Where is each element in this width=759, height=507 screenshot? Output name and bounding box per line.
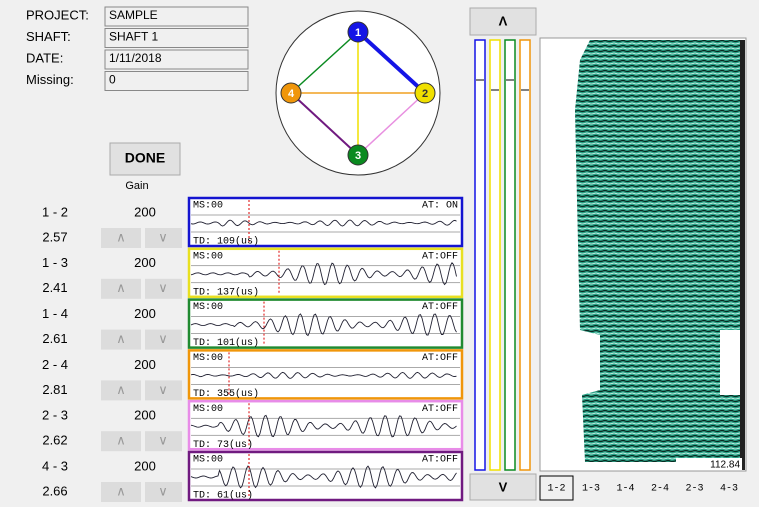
tab[interactable]: 1-3 — [582, 484, 600, 495]
scale-label: 112.84 — [710, 460, 740, 471]
gain-down-label: ∨ — [158, 280, 168, 295]
field-box — [105, 72, 248, 91]
ms-label: MS:00 — [193, 404, 223, 415]
td-label: TD: 355(us) — [193, 388, 259, 400]
gain-down-label: ∨ — [158, 382, 168, 397]
gain-down-label: ∨ — [158, 433, 168, 448]
gain-down-label: ∨ — [158, 331, 168, 346]
at-label: AT:OFF — [422, 353, 458, 364]
td-label: TD: 73(us) — [193, 439, 253, 451]
ms-label: MS:00 — [193, 455, 223, 466]
field-value: SAMPLE — [109, 8, 158, 22]
at-label: AT:OFF — [422, 302, 458, 313]
gain-down-label: ∨ — [158, 483, 168, 498]
gain-up-label: ∧ — [116, 331, 126, 346]
at-label: AT:OFF — [422, 455, 458, 466]
ms-label: MS:00 — [193, 302, 223, 313]
gain-value: 200 — [134, 306, 156, 321]
ms-label: MS:00 — [193, 201, 223, 212]
gain-header: Gain — [125, 180, 148, 192]
gain-value: 200 — [134, 408, 156, 423]
depth-value: 2.61 — [42, 331, 67, 346]
at-label: AT:OFF — [422, 404, 458, 415]
pair-label: 1 - 3 — [42, 255, 68, 270]
channel-bar — [520, 40, 530, 470]
gain-value: 200 — [134, 204, 156, 219]
node-label: 4 — [288, 88, 295, 100]
gain-value: 200 — [134, 255, 156, 270]
td-label: TD: 137(us) — [193, 286, 259, 298]
node-label: 2 — [422, 88, 428, 100]
td-label: TD: 109(us) — [193, 236, 259, 248]
gain-up-label: ∧ — [116, 483, 126, 498]
pair-label: 1 - 2 — [42, 204, 68, 219]
field-label: PROJECT: — [26, 7, 89, 22]
ms-label: MS:00 — [193, 353, 223, 364]
field-label: DATE: — [26, 50, 63, 65]
field-value: 1/11/2018 — [109, 51, 162, 65]
tab[interactable]: 4-3 — [720, 484, 738, 495]
td-label: TD: 101(us) — [193, 337, 259, 349]
at-label: AT: ON — [422, 201, 458, 212]
gain-value: 200 — [134, 357, 156, 372]
tab[interactable]: 2-3 — [685, 484, 703, 495]
node-label: 3 — [355, 150, 361, 162]
pair-label: 2 - 3 — [42, 408, 68, 423]
channel-bar — [505, 40, 515, 470]
scroll-up-label: Λ — [499, 13, 508, 28]
done-label: DONE — [125, 150, 165, 166]
tab[interactable]: 1-4 — [616, 484, 634, 495]
spectrogram-edge — [740, 40, 745, 470]
depth-value: 2.57 — [42, 229, 67, 244]
field-label: SHAFT: — [26, 29, 71, 44]
field-value: SHAFT 1 — [109, 30, 158, 44]
depth-value: 2.41 — [42, 280, 67, 295]
depth-value: 2.66 — [42, 483, 67, 498]
tab[interactable]: 1-2 — [547, 484, 565, 495]
field-label: Missing: — [26, 72, 74, 87]
gain-value: 200 — [134, 458, 156, 473]
spectrogram — [575, 40, 740, 462]
td-label: TD: 61(us) — [193, 490, 253, 502]
gain-up-label: ∧ — [116, 229, 126, 244]
tab[interactable]: 2-4 — [651, 484, 669, 495]
ms-label: MS:00 — [193, 251, 223, 262]
pair-label: 4 - 3 — [42, 458, 68, 473]
gain-up-label: ∧ — [116, 280, 126, 295]
field-value: 0 — [109, 73, 116, 87]
node-label: 1 — [355, 27, 361, 39]
gain-down-label: ∨ — [158, 229, 168, 244]
pair-label: 2 - 4 — [42, 357, 68, 372]
app-window: 112.84 PROJECT: SAMPLE SHAFT: SHAFT 1 DATE: 1… — [0, 0, 759, 502]
pair-label: 1 - 4 — [42, 306, 68, 321]
scroll-down-label: V — [499, 479, 508, 494]
at-label: AT:OFF — [422, 251, 458, 262]
depth-value: 2.81 — [42, 382, 67, 397]
gain-up-label: ∧ — [116, 382, 126, 397]
channel-bar — [490, 40, 500, 470]
gain-up-label: ∧ — [116, 433, 126, 448]
depth-value: 2.62 — [42, 433, 67, 448]
channel-bar — [475, 40, 485, 470]
